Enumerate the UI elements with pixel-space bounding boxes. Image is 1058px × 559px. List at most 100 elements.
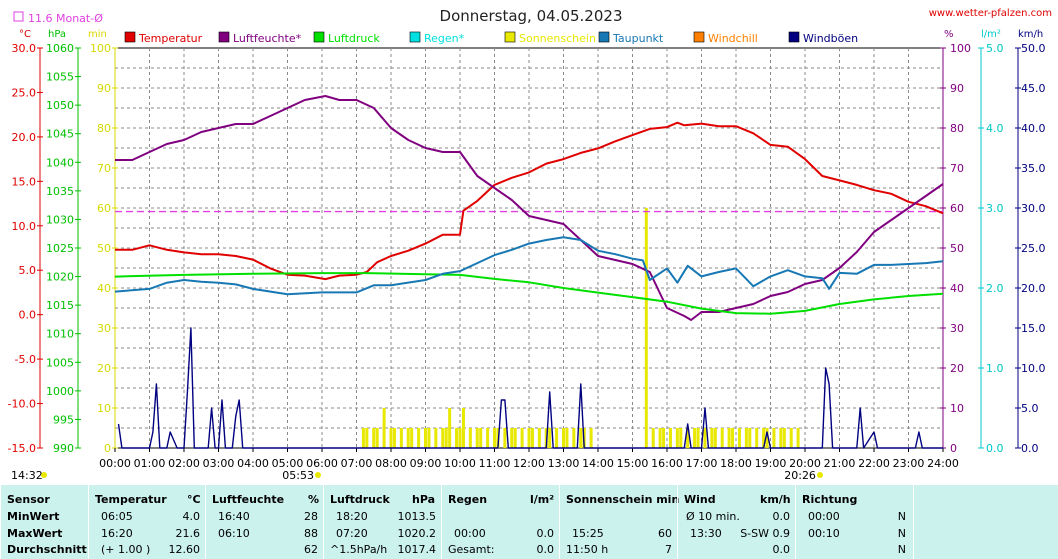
wind_kmh-tick-label: 10.0 — [1021, 362, 1046, 375]
legend-label: Temperatur — [138, 32, 203, 45]
sunrise-icon — [314, 472, 321, 478]
legend-item: Temperatur — [124, 31, 203, 45]
pressure_hpa-tick-label: 1055 — [46, 71, 74, 84]
humidity_pct-tick-label: 100 — [950, 42, 971, 55]
axes — [37, 47, 1021, 452]
legend-label: Luftfeuchte* — [233, 32, 302, 45]
sunshine_min-tick-label: 70 — [97, 162, 111, 175]
humidity_pct-tick-label: 90 — [950, 82, 964, 95]
sunshine-bar — [365, 428, 369, 448]
unit-kmh: km/h — [1018, 29, 1043, 40]
stats-col-humidity: Luftfeuchte % 16:40 28 06:10 88 62 — [205, 485, 324, 559]
sunshine-bar — [748, 428, 752, 448]
sunshine-bar — [731, 428, 735, 448]
temperature_c-tick-label: -5.0 — [15, 353, 36, 366]
sunshine-bar — [727, 428, 731, 448]
unit-hpa: hPa — [48, 29, 66, 40]
stats-col-direction: Richtung 00:00 N 00:10 N N — [795, 485, 914, 559]
sunshine-bar — [779, 428, 783, 448]
x-tick-label: 02:00 — [168, 457, 200, 470]
rain-max-val: 0.0 — [536, 527, 555, 540]
stats-header-humidity: Luftfeuchte — [212, 493, 285, 506]
sunshine_min-tick-label: 80 — [97, 122, 111, 135]
temperature_c-tick-label: -15.0 — [8, 442, 36, 455]
sunshine-bar — [486, 428, 490, 448]
x-tick-label: 08:00 — [375, 457, 407, 470]
humidity_pct-tick-label: 20 — [950, 362, 964, 375]
stats-unit-temperature: °C — [187, 493, 201, 506]
rain-total-val: 0.0 — [536, 543, 555, 556]
press-min-time: 18:20 — [336, 510, 368, 523]
sunshine-bar — [555, 428, 559, 448]
wind-max-val: S-SW 0.9 — [740, 527, 790, 540]
sunshine-bar — [537, 428, 541, 448]
rain_lm2-tick-label: 2.0 — [986, 282, 1004, 295]
unit-pct: % — [944, 29, 954, 40]
hum-min-val: 28 — [304, 510, 318, 523]
rain_lm2-tick-label: 1.0 — [986, 362, 1004, 375]
pressure_hpa-tick-label: 1035 — [46, 185, 74, 198]
sunshine-bar — [389, 428, 393, 448]
sunshine-bar — [765, 428, 769, 448]
hum-min-time: 16:40 — [218, 510, 250, 523]
stats-col-temperature: Temperatur °C 06:05 4.0 16:20 21.6 (+ 1.… — [88, 485, 206, 559]
dir-max-time: 00:10 — [808, 527, 840, 540]
stats-header-pressure: Luftdruck — [330, 493, 390, 506]
legend-item: Windchill — [693, 31, 758, 45]
press-min-val: 1013.5 — [397, 510, 437, 523]
dir-max-val: N — [897, 527, 906, 540]
dir-avg-val: N — [897, 543, 906, 556]
stats-header-sun: Sonnenschein min — [566, 493, 680, 506]
sunshine_min-tick-label: 50 — [97, 242, 111, 255]
sunshine-bar — [410, 428, 414, 448]
x-tick-label: 12:00 — [513, 457, 545, 470]
sunshine-bar — [479, 428, 483, 448]
legend-label: Regen* — [424, 32, 465, 45]
pressure_hpa-tick-label: 1040 — [46, 156, 74, 169]
stats-col-sensor: Sensor MinWert MaxWert Durchschnitt — [0, 485, 89, 559]
pressure_hpa-tick-label: 1050 — [46, 99, 74, 112]
dir-min-time: 00:00 — [808, 510, 840, 523]
month-avg-label: 11.6 Monat-Ø — [28, 12, 103, 25]
x-tick-label: 23:00 — [893, 457, 925, 470]
x-tick-label: 01:00 — [134, 457, 166, 470]
legend-label: Luftdruck — [328, 32, 380, 45]
sunshine-bar — [579, 428, 583, 448]
chart-labels: 30.0 25.0 20.0 15.0 10.0 5.0 0.0 -5.0 -10.0 -15.0… — [8, 7, 1052, 482]
temp-min-time: 06:05 — [101, 510, 133, 523]
x-tick-label: 21:00 — [824, 457, 856, 470]
sunshine-bar — [744, 428, 748, 448]
rain_lm2-tick-label: 5.0 — [986, 42, 1004, 55]
sunshine_min-tick-label: 30 — [97, 322, 111, 335]
sunshine-bar — [651, 428, 655, 448]
sunshine-bar — [527, 428, 531, 448]
stats-header-wind: Wind — [684, 493, 716, 506]
sunshine-bar — [427, 428, 431, 448]
hum-max-val: 88 — [304, 527, 318, 540]
legend-label: Windchill — [708, 32, 758, 45]
sunshine-bar — [548, 428, 552, 448]
sunshine-bar — [658, 428, 662, 448]
sunshine-bar — [503, 428, 507, 448]
x-tick-label: 00:00 — [99, 457, 131, 470]
sunshine_min-tick-label: 20 — [97, 362, 111, 375]
current-time-label: 14:32 — [11, 469, 43, 482]
stats-col-pressure: Luftdruck hPa 18:20 1013.5 07:20 1020.2 … — [323, 485, 442, 559]
humidity_pct-tick-label: 0 — [950, 442, 957, 455]
stats-unit-humidity: % — [308, 493, 320, 506]
sunshine-bar — [392, 428, 396, 448]
stats-row-max: MaxWert — [7, 527, 63, 540]
chart-title: Donnerstag, 04.05.2023 — [440, 7, 623, 25]
sunshine-bar — [572, 428, 576, 448]
legend-item: Sonnenschein — [504, 31, 596, 45]
x-tick-label: 19:00 — [755, 457, 787, 470]
legend-swatch — [598, 31, 610, 43]
dewpoint-line — [114, 236, 944, 296]
temp-max-val: 21.6 — [175, 527, 201, 540]
legend-swatch — [124, 31, 136, 43]
sunshine-bar — [703, 428, 707, 448]
unit-lm2: l/m² — [981, 29, 1001, 40]
x-tick-label: 10:00 — [444, 457, 476, 470]
sunshine-bar — [417, 428, 421, 448]
x-tick-label: 03:00 — [203, 457, 235, 470]
